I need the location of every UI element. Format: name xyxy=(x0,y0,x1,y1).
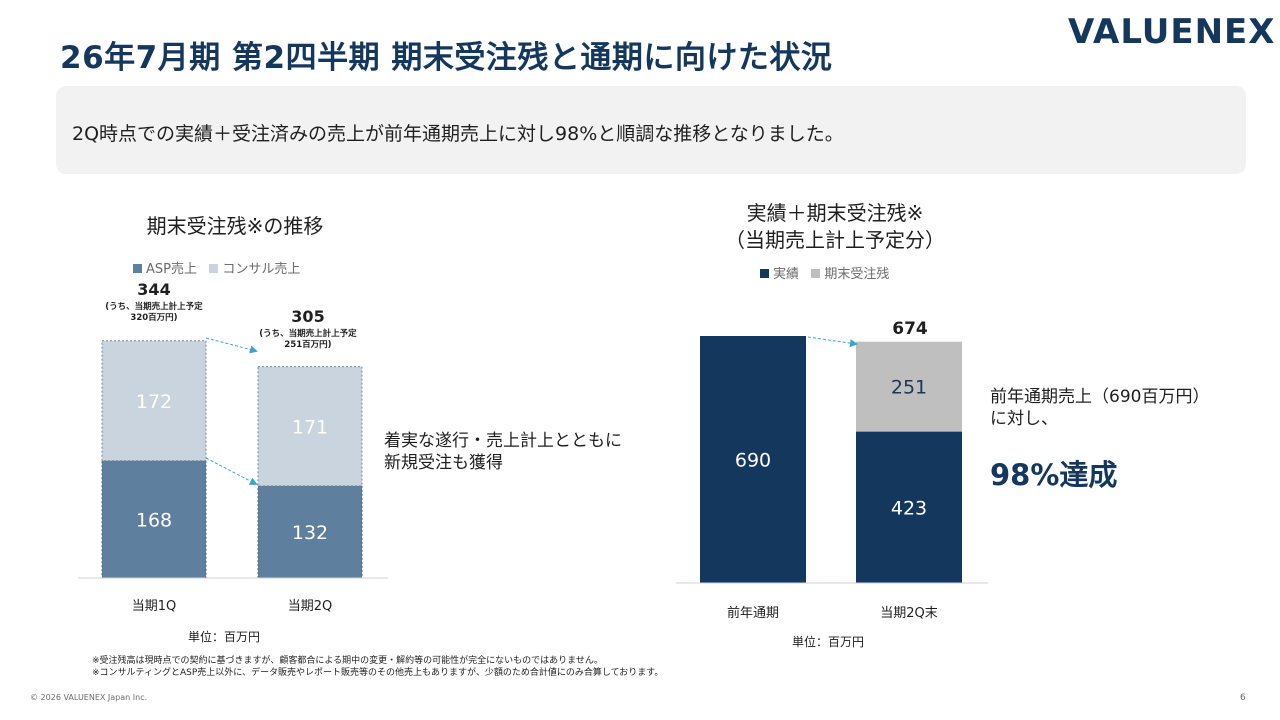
left-label-asp-1: 132 xyxy=(292,522,328,544)
left-bar-asp-1 xyxy=(257,485,363,579)
right-total-2q: 674 xyxy=(892,319,928,339)
right-xtick-1: 当期2Q末 xyxy=(880,606,938,621)
left-label-asp-0: 168 xyxy=(136,509,172,531)
footnote-2: ※コンサルティングとASP売上以外に、データ販売やレポート販売等のその他売上もあ… xyxy=(92,668,664,678)
left-subnote-2q-line2: 251百万円) xyxy=(284,340,332,350)
summary-text: 2Q時点での実績＋受注済みの売上が前年通期売上に対し98%と順調な推移となりまし… xyxy=(72,123,844,145)
right-legend: 実績 期末受注残 xyxy=(760,263,889,282)
right-bar-backlog-1 xyxy=(856,341,962,432)
right-label-actual-0: 690 xyxy=(735,450,771,472)
legend-asp: ASP売上 xyxy=(133,262,197,277)
right-chart: 690 423 251 674 前年通期 当期2Q末 xyxy=(676,319,988,621)
left-unit-label: 単位：百万円 xyxy=(188,630,261,644)
legend-consul-label: コンサル売上 xyxy=(222,262,301,277)
right-unit-label: 単位：百万円 xyxy=(792,635,865,649)
left-chart: 168 172 132 171 当期1Q 当期2Q xyxy=(78,337,388,614)
legend-backlog-label: 期末受注残 xyxy=(824,267,890,282)
legend-backlog-swatch xyxy=(811,269,821,278)
legend-actual-swatch xyxy=(760,269,769,278)
left-label-consul-1: 171 xyxy=(292,416,328,438)
achievement-highlight: 98%達成 xyxy=(990,458,1118,492)
legend-actual: 実績 xyxy=(760,267,799,282)
left-legend: ASP売上 コンサル売上 xyxy=(133,258,300,277)
left-bar-consul-1 xyxy=(257,366,363,487)
left-remark-line2: 新規受注も獲得 xyxy=(384,453,503,473)
left-subnote-1q: (うち、当期売上計上予定 320百万円) xyxy=(84,302,224,324)
left-subnote-1q-line2: 320百万円) xyxy=(130,313,178,323)
right-remark-line1: 前年通期売上（690百万円） xyxy=(990,387,1210,407)
legend-asp-swatch xyxy=(133,264,142,273)
left-bar-consul-0 xyxy=(101,340,207,462)
left-xtick-1: 当期2Q xyxy=(288,599,333,614)
right-remark: 前年通期売上（690百万円） に対し、 xyxy=(990,386,1209,430)
legend-backlog: 期末受注残 xyxy=(811,267,889,282)
footnotes: ※受注残高は現時点での契約に基づきますが、顧客都合による期中の変更・解約等の可能… xyxy=(92,655,663,679)
left-total-2q: 305 xyxy=(291,307,325,326)
legend-asp-label: ASP売上 xyxy=(146,262,197,277)
left-total-1q: 344 xyxy=(137,280,171,299)
footnote-1: ※受注残高は現時点での契約に基づきますが、顧客都合による期中の変更・解約等の可能… xyxy=(92,656,603,666)
right-arrow xyxy=(807,336,858,348)
legend-consul-swatch xyxy=(209,264,219,273)
valuenex-logo: VALUENEX xyxy=(1068,12,1276,52)
legend-consul: コンサル売上 xyxy=(209,262,300,277)
right-label-actual-1: 423 xyxy=(891,497,927,519)
left-subnote-1q-line1: (うち、当期売上計上予定 xyxy=(105,302,203,312)
right-xtick-0: 前年通期 xyxy=(727,605,779,621)
page-title: 26年7月期 第2四半期 期末受注残と通期に向けた状況 xyxy=(60,40,833,76)
copyright: © 2026 VALUENEX Japan Inc. xyxy=(30,693,148,702)
page-number: 6 xyxy=(1240,693,1246,703)
right-bar-actual-0 xyxy=(700,336,806,583)
left-xtick-0: 当期1Q xyxy=(132,599,177,614)
left-subnote-2q: (うち、当期売上計上予定 251百万円) xyxy=(238,329,378,351)
left-arrow-top xyxy=(205,337,258,354)
left-bar-asp-0 xyxy=(101,460,207,579)
right-label-backlog-1: 251 xyxy=(891,377,927,399)
left-subnote-2q-line1: (うち、当期売上計上予定 xyxy=(259,329,357,339)
left-remark: 着実な遂行・売上計上とともに 新規受注も獲得 xyxy=(384,430,622,474)
summary-box xyxy=(56,86,1246,174)
right-remark-line2: に対し、 xyxy=(990,409,1058,429)
left-remark-line1: 着実な遂行・売上計上とともに xyxy=(384,431,622,451)
left-arrow-mid xyxy=(205,457,258,485)
left-chart-title: 期末受注残※の推移 xyxy=(146,214,324,238)
left-label-consul-0: 172 xyxy=(136,391,172,413)
right-bar-actual-1 xyxy=(856,431,962,583)
right-chart-title-line1: 実績＋期末受注残※ xyxy=(746,201,924,225)
right-chart-title: 実績＋期末受注残※ （当期売上計上予定分） xyxy=(690,200,980,254)
legend-actual-label: 実績 xyxy=(773,267,800,282)
right-chart-title-line2: （当期売上計上予定分） xyxy=(725,228,945,252)
